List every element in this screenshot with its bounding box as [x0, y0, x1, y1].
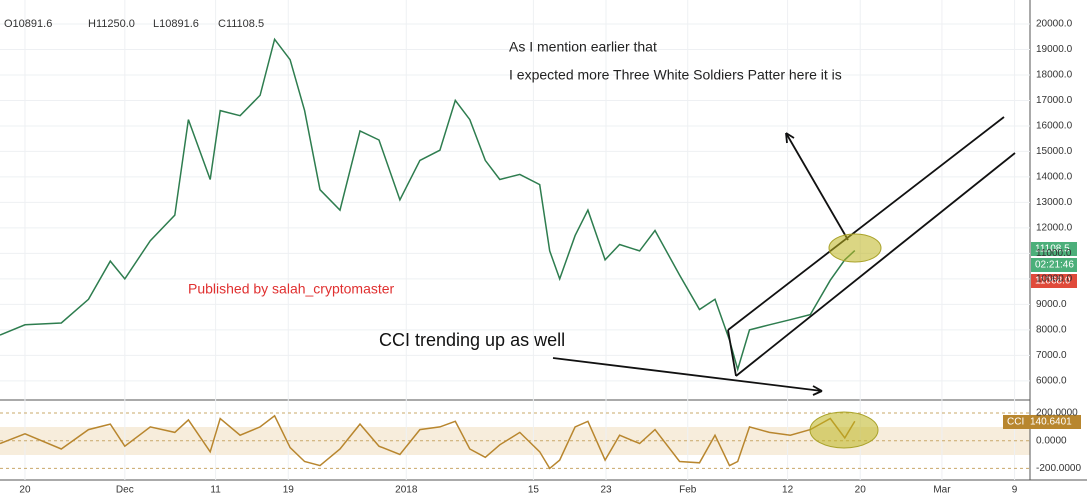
y-tick-label: 12000.0 — [1036, 223, 1073, 234]
y-tick-label: 13000.0 — [1036, 197, 1073, 208]
cci-last: 140.6401 — [1030, 417, 1072, 428]
x-tick-label: Mar — [933, 485, 951, 496]
ohlc: O10891.6 — [4, 18, 52, 30]
y-tick-label: 15000.0 — [1036, 146, 1073, 157]
y-tick-label: 9000.0 — [1036, 299, 1067, 310]
y-tick-label: -200.0000 — [1036, 463, 1081, 474]
countdown: 02:21:46 — [1035, 260, 1074, 271]
y-tick-label: 16000.0 — [1036, 121, 1073, 132]
x-tick-label: 9 — [1012, 485, 1018, 496]
y-tick-label: 20000.0 — [1036, 19, 1073, 30]
y-tick-label: 11000.0 — [1036, 248, 1072, 259]
highlight — [828, 233, 882, 263]
x-tick-label: 23 — [600, 485, 612, 496]
x-tick-label: 11 — [210, 485, 221, 496]
ohlc: C11108.5 — [218, 18, 264, 30]
price-tag — [1031, 274, 1077, 288]
y-tick-label: 200.0000 — [1036, 408, 1078, 419]
line-series — [0, 414, 856, 470]
highlight — [809, 411, 879, 449]
price-tag — [1031, 242, 1077, 256]
y-tick-label: 19000.0 — [1036, 44, 1073, 55]
y-tick-label: 18000.0 — [1036, 70, 1073, 81]
annotation: Published by salah_cryptomaster — [188, 281, 395, 297]
y-tick-label: 0.0000 — [1036, 435, 1067, 446]
ohlc: L10891.6 — [153, 18, 199, 30]
x-tick-label: Feb — [679, 485, 697, 496]
x-tick-label: 20 — [855, 485, 867, 496]
x-tick-label: 19 — [283, 485, 295, 496]
cci-name: CCI — [1007, 417, 1024, 428]
x-tick-label: 12 — [782, 485, 794, 496]
annotation: CCI trending up as well — [379, 330, 565, 350]
low-price: 11068.0 — [1035, 276, 1071, 287]
drawings — [552, 116, 1016, 396]
y-tick-label: 10000.0 — [1036, 274, 1073, 285]
annotation: I expected more Three White Soldiers Pat… — [509, 67, 842, 83]
y-tick-label: 8000.0 — [1036, 325, 1067, 336]
y-tick-label: 17000.0 — [1036, 95, 1073, 106]
y-tick-label: 14000.0 — [1036, 172, 1073, 183]
last-price: 11108.5 — [1035, 244, 1070, 255]
x-tick-label: 20 — [19, 485, 31, 496]
y-tick-label: 6000.0 — [1036, 376, 1067, 387]
x-tick-label: 2018 — [395, 485, 418, 496]
ohlc: H11250.0 — [88, 18, 135, 30]
cci-tag — [1003, 415, 1081, 429]
y-tick-label: 7000.0 — [1036, 350, 1067, 361]
annotation: As I mention earlier that — [509, 39, 657, 55]
x-tick-label: 15 — [528, 485, 540, 496]
price-tag — [1031, 258, 1077, 272]
x-tick-label: Dec — [116, 485, 134, 496]
